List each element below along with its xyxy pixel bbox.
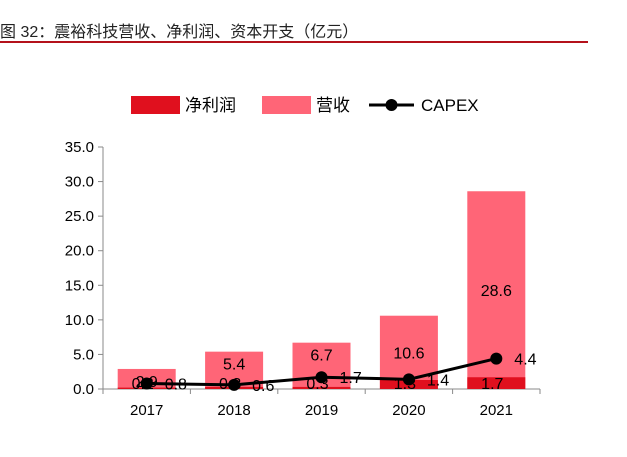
y-tick-label: 0.0 bbox=[73, 381, 94, 398]
legend-label-capex: CAPEX bbox=[421, 96, 479, 115]
axes: 0.0 5.0 10.0 15.0 20.0 25.0 30.0 35.0 2017 2018 20… bbox=[65, 139, 541, 419]
y-tick-label: 10.0 bbox=[65, 312, 94, 329]
y-tick-label: 15.0 bbox=[65, 277, 94, 294]
capex-label: 0.8 bbox=[165, 376, 187, 393]
capex-line bbox=[140, 352, 503, 391]
capex-label: 0.6 bbox=[252, 378, 274, 395]
x-tick-label: 2017 bbox=[130, 402, 163, 419]
capex-point bbox=[228, 378, 241, 391]
x-tick-label: 2019 bbox=[305, 402, 338, 419]
net-profit-label: 0.3 bbox=[306, 376, 328, 393]
capex-point bbox=[140, 377, 153, 390]
revenue-label: 5.4 bbox=[223, 357, 245, 374]
y-tick-label: 30.0 bbox=[65, 174, 94, 191]
legend-label-net-profit: 净利润 bbox=[185, 96, 236, 115]
net-profit-label: 0.2 bbox=[132, 376, 154, 393]
data-labels: 2.9 5.4 6.7 10.6 28.6 0.2 0.3 0.3 1.3 1.7 0.8 0.6 1.… bbox=[132, 283, 537, 395]
revenue-label: 2.9 bbox=[136, 374, 158, 391]
legend-label-revenue: 营收 bbox=[316, 96, 350, 115]
legend-swatch-revenue bbox=[262, 96, 311, 114]
net-profit-bar bbox=[292, 386, 351, 389]
net-profit-bar bbox=[467, 377, 526, 389]
chart-title: 图 32：震裕科技营收、净利润、资本开支（亿元） bbox=[0, 24, 359, 41]
y-tick-label: 5.0 bbox=[73, 346, 94, 363]
legend-marker-capex bbox=[385, 99, 398, 111]
y-tick-label: 25.0 bbox=[65, 208, 94, 225]
revenue-label: 10.6 bbox=[393, 345, 424, 362]
revenue-label: 28.6 bbox=[481, 283, 512, 300]
y-tick-label: 20.0 bbox=[65, 243, 94, 260]
x-tick-label: 2021 bbox=[480, 402, 513, 419]
net-profit-label: 1.3 bbox=[394, 376, 416, 393]
title-rule bbox=[0, 41, 588, 43]
capex-point bbox=[315, 371, 328, 384]
net-profit-label: 1.7 bbox=[481, 376, 503, 393]
x-tick-label: 2020 bbox=[392, 402, 425, 419]
net-profit-label: 0.3 bbox=[219, 376, 241, 393]
capex-label: 4.4 bbox=[514, 352, 536, 369]
capex-label: 1.7 bbox=[340, 370, 362, 387]
legend: 净利润 营收 CAPEX bbox=[131, 96, 479, 115]
x-tick-label: 2018 bbox=[217, 402, 250, 419]
y-tick-label: 35.0 bbox=[65, 139, 94, 156]
capex-point bbox=[402, 373, 415, 386]
revenue-label: 6.7 bbox=[310, 348, 332, 365]
capex-point bbox=[490, 352, 503, 365]
capex-label: 1.4 bbox=[427, 372, 449, 389]
legend-swatch-net-profit bbox=[131, 96, 180, 114]
